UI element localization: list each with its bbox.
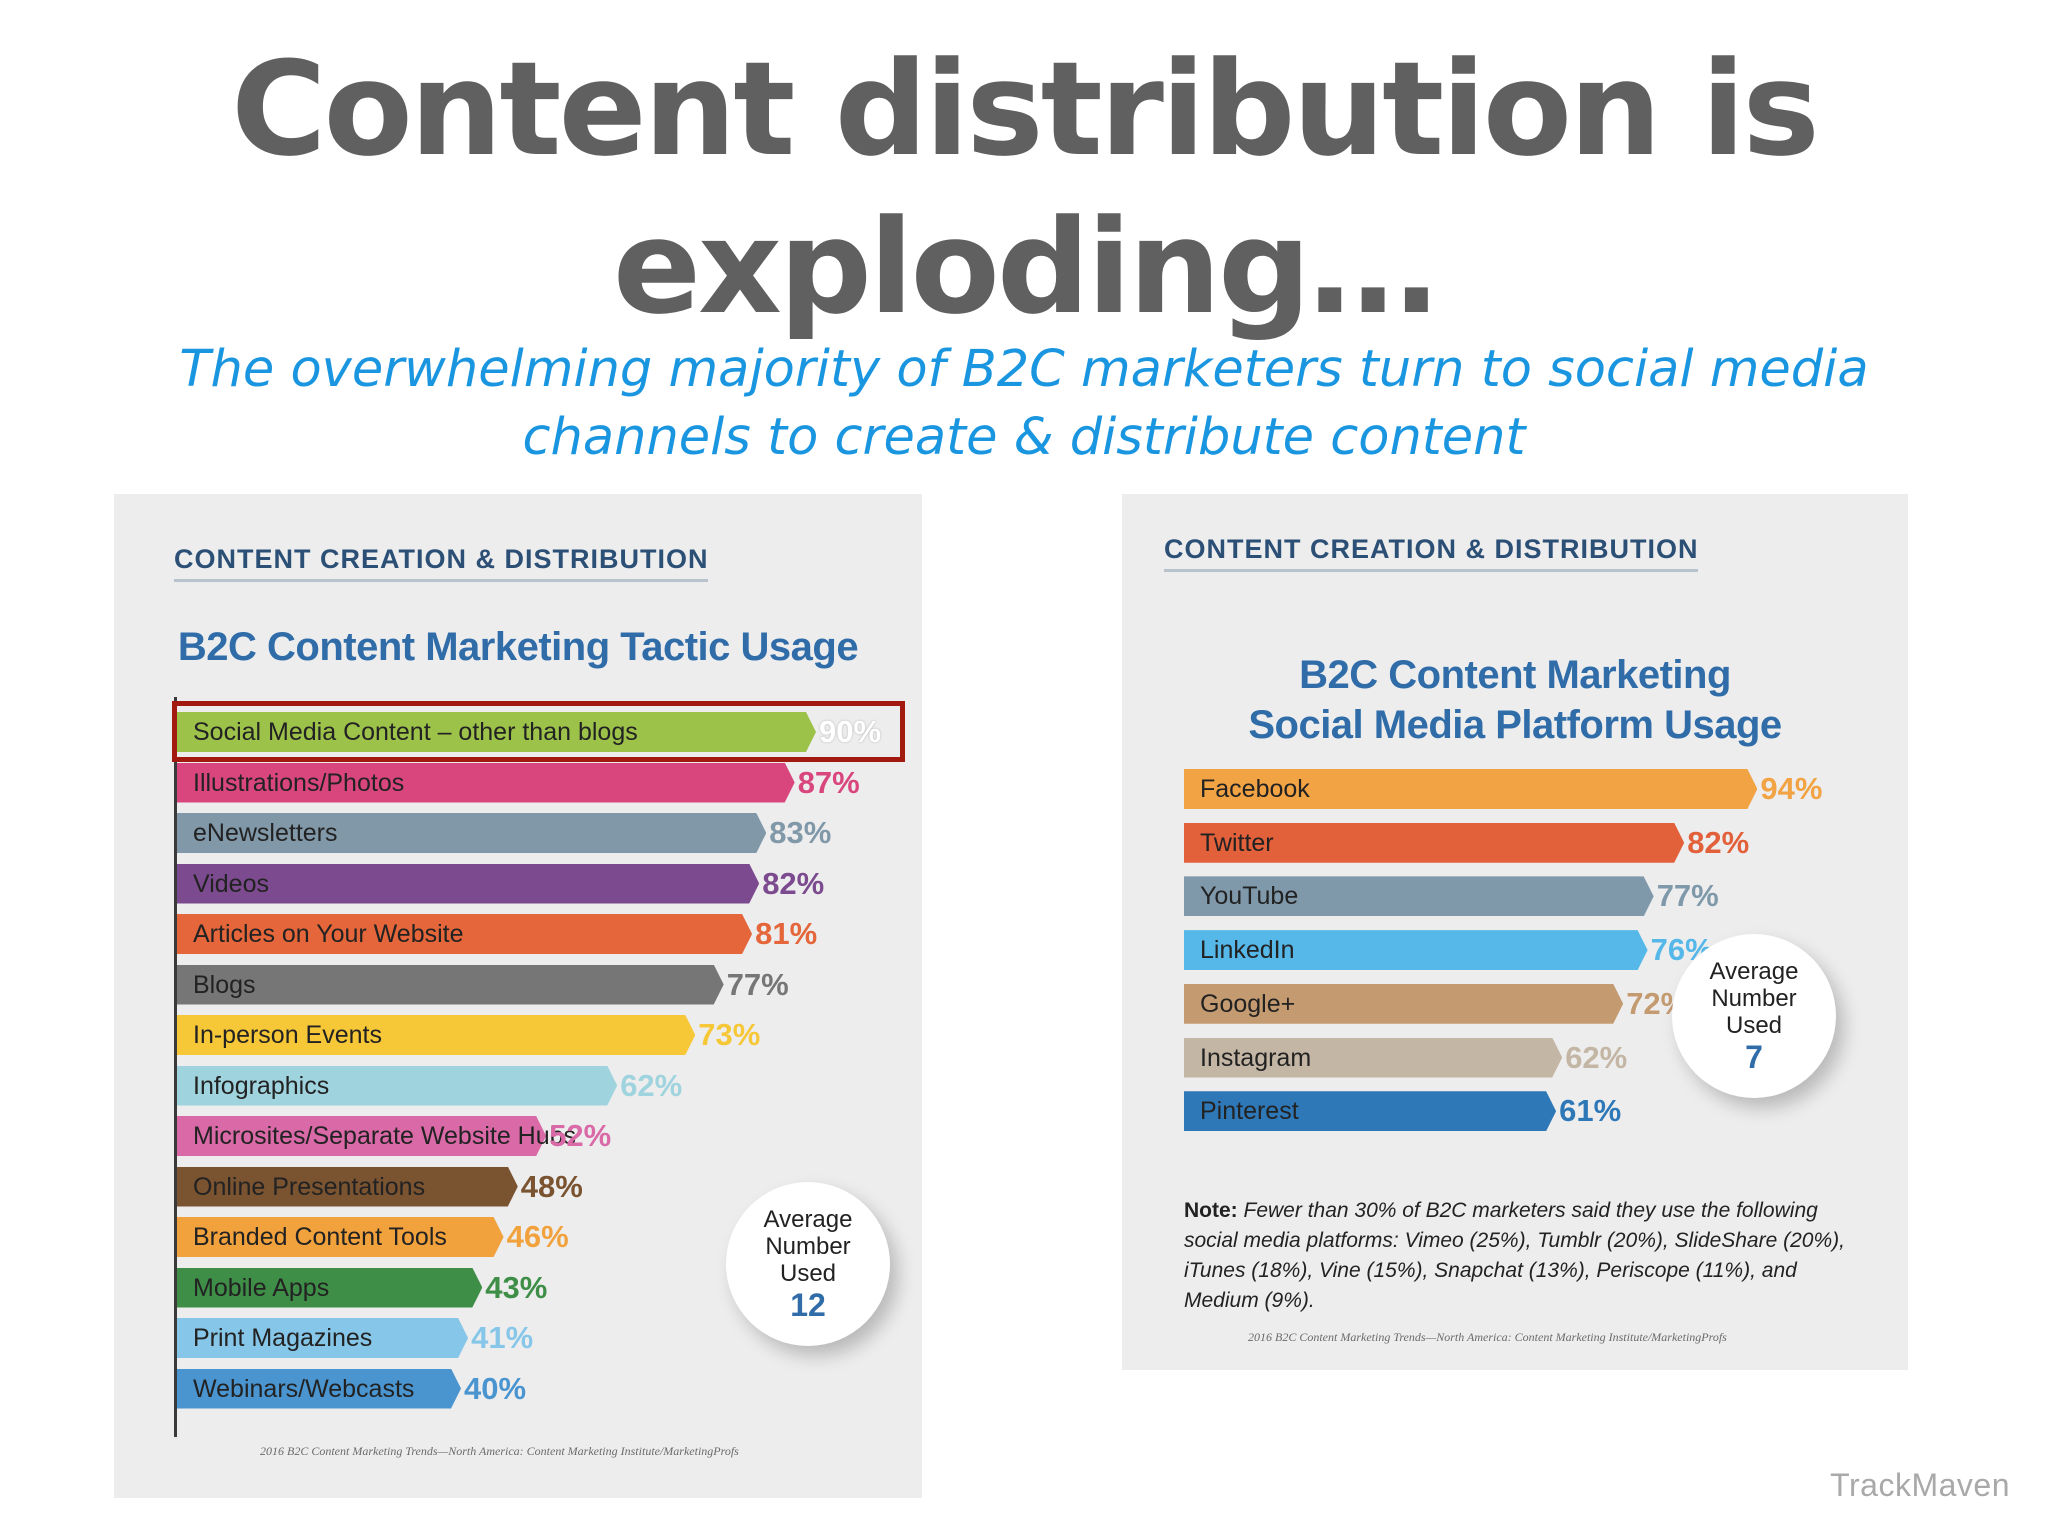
bar (177, 1167, 518, 1207)
bar (177, 712, 816, 752)
bar-value-label: 81% (755, 916, 818, 951)
bar (177, 1268, 482, 1308)
bar-value-label: 61% (1559, 1093, 1622, 1129)
brand-logo: TrackMaven (1830, 1467, 2010, 1503)
bar-label: Branded Content Tools (193, 1223, 447, 1251)
chart-title-line-2: Social Media Platform Usage (1248, 703, 1782, 747)
chart-title: B2C Content Marketing Tactic Usage (177, 625, 859, 669)
highlight-box (172, 701, 905, 762)
note-text: Fewer than 30% of B2C marketers said the… (1184, 1199, 1845, 1312)
bar-label: Google+ (1200, 989, 1296, 1018)
bar-label: eNewsletters (193, 819, 338, 847)
bar-label: Blogs (193, 970, 256, 999)
bar (1184, 1038, 1562, 1078)
bar (177, 1015, 695, 1055)
slide-title-line-1: Content distribution is (231, 33, 1820, 185)
bar-label: Online Presentations (193, 1172, 426, 1201)
bar (177, 763, 795, 803)
bar-value-label: 62% (1565, 1039, 1628, 1075)
bar-value-label: 40% (464, 1370, 527, 1406)
bar-label: Instagram (1200, 1043, 1312, 1072)
tactic-usage-chart: CONTENT CREATION & DISTRIBUTION B2C Cont… (114, 494, 922, 1498)
bar (177, 1369, 461, 1409)
average-value: 12 (790, 1286, 826, 1323)
bar-label: Webinars/Webcasts (193, 1374, 415, 1403)
average-label-line: Average (763, 1205, 853, 1233)
bar (1184, 769, 1757, 809)
bar-value-label: 46% (506, 1219, 569, 1254)
bar-label: YouTube (1200, 882, 1299, 911)
bar-value-label: 52% (549, 1118, 612, 1153)
bar (177, 1217, 504, 1257)
chart-note: Note: Fewer than 30% of B2C marketers sa… (1184, 1196, 1874, 1316)
bar-value-label: 73% (698, 1017, 761, 1052)
bar (177, 965, 724, 1005)
bar-value-label: 48% (520, 1168, 583, 1204)
bar-label: Microsites/Separate Website Hubs (193, 1122, 577, 1150)
bar-value-label: 82% (1687, 824, 1750, 860)
section-tag: CONTENT CREATION & DISTRIBUTION (1164, 534, 1699, 572)
bar (177, 914, 752, 954)
average-label-line: Used (1725, 1011, 1783, 1039)
slide-title-line-2: exploding… (612, 191, 1438, 343)
average-label-line: Number (765, 1232, 851, 1260)
bar (177, 1066, 617, 1106)
bar (177, 864, 759, 904)
bar-value-label: 77% (1656, 878, 1719, 914)
bar-label: Illustrations/Photos (193, 768, 405, 797)
bar-value-label: 77% (726, 966, 789, 1002)
chart-title-line-1: B2C Content Marketing (1299, 653, 1731, 697)
average-value: 7 (1745, 1038, 1763, 1075)
average-label-line: Used (779, 1259, 837, 1287)
bar (1184, 984, 1623, 1024)
bar (177, 1318, 468, 1358)
bar (1184, 930, 1648, 970)
bar-label: Infographics (193, 1071, 330, 1100)
slide-title: Content distribution is exploding… (0, 30, 2048, 346)
bar-value-label: 43% (485, 1269, 548, 1305)
average-circle: Average Number Used 7 (1672, 934, 1836, 1098)
bar-label: In-person Events (193, 1021, 382, 1049)
bar-value-label: 94% (1760, 771, 1823, 806)
slide-subtitle: The overwhelming majority of B2C markete… (0, 336, 2048, 472)
chart-source: 2016 B2C Content Marketing Trends—North … (1248, 1330, 1727, 1344)
section-tag: CONTENT CREATION & DISTRIBUTION (174, 544, 709, 582)
note-label: Note: (1184, 1199, 1238, 1222)
bar-value-label: 83% (769, 815, 832, 850)
bar-label: LinkedIn (1200, 936, 1295, 965)
slide-subtitle-line-1: The overwhelming majority of B2C markete… (179, 340, 1869, 399)
bar-label: Social Media Content – other than blogs (193, 718, 638, 746)
bar-value-label: 87% (797, 764, 860, 800)
average-circle: Average Number Used 12 (726, 1182, 890, 1346)
average-label-line: Number (1711, 984, 1797, 1012)
average-label-line: Average (1709, 957, 1799, 985)
bar (1184, 1091, 1556, 1131)
bar-label: Pinterest (1200, 1097, 1299, 1126)
slide-subtitle-line-2: channels to create & distribute content (522, 408, 1526, 467)
chart-axis (174, 697, 177, 1437)
chart-title: B2C Content Marketing Social Media Platf… (1122, 650, 1908, 750)
bar (177, 1116, 546, 1156)
bar-label: Mobile Apps (193, 1273, 330, 1302)
bar-value-label: 82% (762, 865, 825, 901)
bar-label: Videos (193, 869, 269, 898)
bar-label: Articles on Your Website (193, 920, 464, 948)
bar-label: Print Magazines (193, 1324, 373, 1352)
bar (1184, 823, 1684, 863)
bar-value-label: 62% (620, 1067, 683, 1103)
bar (1184, 876, 1654, 916)
platform-usage-chart: CONTENT CREATION & DISTRIBUTION B2C Cont… (1122, 494, 1908, 1370)
bar (177, 813, 766, 853)
bar-value-label: 41% (471, 1320, 534, 1355)
bar-label: Twitter (1200, 828, 1274, 857)
chart-source: 2016 B2C Content Marketing Trends—North … (260, 1444, 739, 1458)
bar-label: Facebook (1200, 775, 1310, 803)
bar-value-label: 90% (819, 714, 882, 749)
